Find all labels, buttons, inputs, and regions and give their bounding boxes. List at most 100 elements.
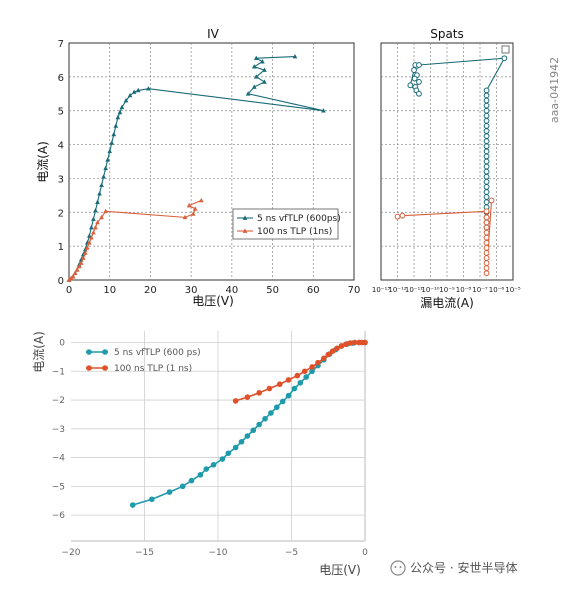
neg-data-point <box>291 385 298 392</box>
spats-data-point <box>483 250 490 256</box>
neg-ylabel: 电流(A) <box>32 331 46 373</box>
iv-data-point <box>82 250 88 255</box>
iv-xtick-label: 30 <box>185 285 198 296</box>
iv-legend-label: 5 ns vfTLP (600ps) <box>257 214 341 224</box>
iv-data-point <box>115 114 121 120</box>
neg-data-point <box>262 415 268 422</box>
iv-data-point <box>95 219 100 225</box>
spats-data-point <box>483 178 490 185</box>
iv-data-point <box>80 255 86 260</box>
neg-data-point <box>244 433 251 439</box>
iv-data-point <box>87 233 92 238</box>
neg-data-point <box>188 477 195 484</box>
iv-data-point <box>103 208 108 214</box>
spats-data-point <box>483 102 490 109</box>
iv-data-point <box>253 55 259 61</box>
spats-data-point <box>483 92 490 99</box>
iv-data-point <box>99 182 104 188</box>
iv-data-point <box>78 260 84 265</box>
neg-data-point <box>244 394 251 400</box>
neg-data-point <box>219 456 226 462</box>
iv-data-point <box>103 165 108 171</box>
side-label: aaa-041942 <box>548 57 561 123</box>
spats-data-point <box>488 197 495 204</box>
iv-data-point <box>245 91 251 96</box>
neg-data-point <box>309 364 315 370</box>
spats-xtick-label: 10⁻¹² <box>388 286 406 294</box>
spats-data-point <box>411 67 417 73</box>
spats-data-point <box>483 143 490 150</box>
neg-xlabel: 电压(V) <box>319 563 361 577</box>
spats-data-point <box>483 163 490 170</box>
iv-data-point <box>91 230 96 235</box>
neg-data-point <box>343 341 349 348</box>
iv-ytick-label: 1 <box>58 242 64 253</box>
spats-xtick-label: 10⁻¹³ <box>372 286 390 294</box>
spats-data-point <box>483 148 490 155</box>
spats-data-point <box>407 82 414 89</box>
neg-legend-marker <box>102 349 108 355</box>
neg-data-point <box>268 410 274 416</box>
iv-ytick-label: 4 <box>58 141 64 152</box>
iv-legend-marker <box>242 228 248 233</box>
iv-ytick-label: 6 <box>58 73 64 84</box>
neg-data-point <box>329 348 336 354</box>
neg-data-point <box>321 355 327 362</box>
spats-data-point <box>416 62 422 68</box>
iv-ytick-label: 3 <box>58 174 64 185</box>
neg-data-point <box>266 385 273 392</box>
iv-data-point <box>146 86 151 91</box>
spats-data-point <box>483 229 490 236</box>
neg-data-point <box>279 398 286 405</box>
iv-data-point <box>93 207 98 213</box>
iv-data-point <box>111 131 117 137</box>
spats-corner-box <box>501 45 510 54</box>
neg-data-point <box>301 368 308 375</box>
spats-data-point <box>483 107 490 114</box>
spats-xtick-label: 10⁻¹¹ <box>405 286 423 294</box>
spats-data-point <box>483 194 490 200</box>
spats-data-point <box>483 189 490 195</box>
spats-data-point <box>483 133 490 140</box>
watermark: 公众号 · 安世半导体 <box>390 560 517 576</box>
neg-ytick-label: −2 <box>52 396 65 406</box>
spats-data-point <box>483 112 490 119</box>
spats-xtick-label: 10⁻⁶ <box>489 286 505 294</box>
iv-data-point <box>89 235 94 240</box>
iv-data-point <box>321 108 326 113</box>
iv-data-point <box>89 224 94 230</box>
spats-data-point <box>416 79 422 85</box>
iv-data-point <box>186 202 192 208</box>
wechat-icon-dot <box>394 566 397 568</box>
iv-data-point <box>97 191 102 196</box>
iv-data-point <box>117 109 123 115</box>
spats-data-point <box>416 90 422 97</box>
iv-ytick-label: 5 <box>58 107 64 118</box>
spats-data-point <box>483 214 490 221</box>
neg-data-point <box>179 483 186 490</box>
neg-ytick-label: −3 <box>52 425 65 435</box>
iv-data-point <box>109 140 115 145</box>
neg-ytick-label: −4 <box>52 454 66 464</box>
iv-legend-label: 100 ns TLP (1ns) <box>257 227 332 237</box>
neg-legend-marker <box>102 365 108 371</box>
neg-ytick-label: −6 <box>52 511 66 521</box>
iv-data-point <box>119 104 125 110</box>
iv-xtick-label: 20 <box>144 285 157 296</box>
spats-data-point <box>483 168 490 175</box>
iv-data-point <box>87 240 92 245</box>
iv-legend <box>232 208 339 240</box>
iv-data-point <box>260 59 265 64</box>
neg-ytick-label: 0 <box>59 339 65 349</box>
neg-data-point <box>256 390 262 396</box>
neg-data-point <box>197 472 204 478</box>
spats-data-point <box>483 153 490 160</box>
spats-data-point <box>483 208 490 215</box>
spats-xtick-label: 10⁻⁵ <box>505 286 521 294</box>
spats-data-point <box>411 75 418 82</box>
iv-plot-area <box>68 42 355 281</box>
iv-data-point <box>135 87 141 93</box>
neg-data-point <box>297 379 304 386</box>
iv-title: IV <box>207 27 220 41</box>
